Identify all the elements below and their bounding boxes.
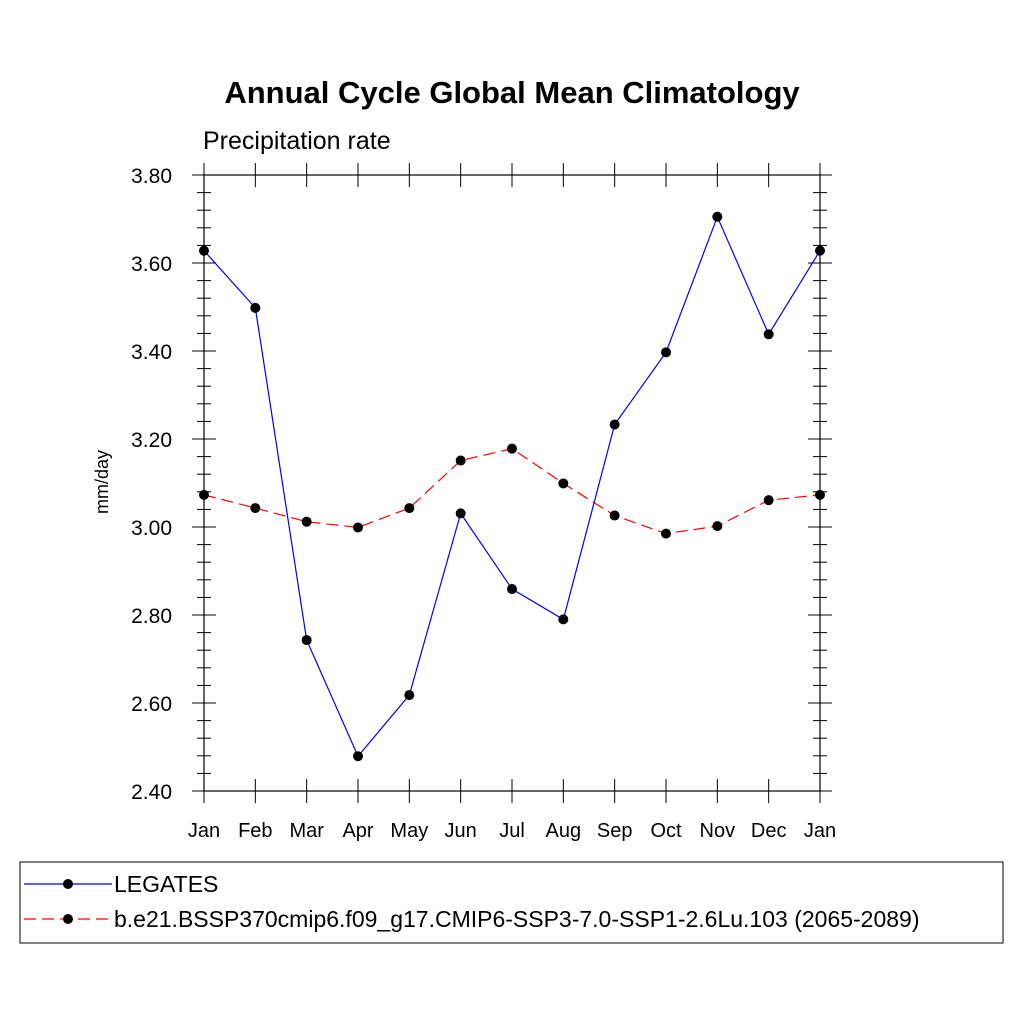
x-tick-label: Feb <box>238 820 272 842</box>
series-layer <box>199 211 825 762</box>
data-point <box>404 503 415 514</box>
data-point <box>353 751 363 762</box>
x-tick-label: Jan <box>188 820 220 842</box>
x-tick-label: Sep <box>597 820 633 842</box>
legend-label: LEGATES <box>114 871 218 897</box>
axis-ticks: Jan Feb Mar Apr May Jun Jul Aug Sep Oct Nov Dec Jan 2… <box>131 163 836 842</box>
data-point <box>661 347 671 358</box>
data-point <box>250 503 261 514</box>
x-tick-label: Apr <box>342 820 373 842</box>
x-tick-label: Jan <box>804 820 836 842</box>
y-tick-label: 2.60 <box>131 693 172 716</box>
series-line <box>203 448 821 535</box>
data-point <box>250 302 261 313</box>
x-tick-label: Oct <box>650 820 682 842</box>
data-point <box>712 211 723 222</box>
data-point <box>353 522 363 533</box>
data-point <box>455 455 466 466</box>
data-point <box>712 521 723 532</box>
data-point <box>558 478 569 489</box>
data-point <box>301 516 312 527</box>
data-point <box>507 584 517 595</box>
y-tick-label: 3.40 <box>131 341 172 364</box>
legend-label: b.e21.BSSP370cmip6.f09_g17.CMIP6-SSP3-7.… <box>114 906 920 932</box>
data-point <box>301 635 312 646</box>
data-point <box>199 489 209 500</box>
legend-box <box>19 861 1004 944</box>
x-tick-label: Aug <box>546 820 582 842</box>
data-point <box>815 489 825 500</box>
y-tick-label: 2.40 <box>131 781 172 804</box>
legend-marker <box>63 914 73 924</box>
data-point <box>763 329 774 340</box>
data-point <box>815 245 825 256</box>
plot-frame <box>203 174 821 792</box>
y-tick-label: 3.00 <box>131 517 172 540</box>
legend-marker <box>63 879 73 889</box>
series-line <box>203 215 821 758</box>
data-point <box>763 495 774 506</box>
y-tick-label: 3.60 <box>131 253 172 276</box>
legend: LEGATES b.e21.BSSP370cmip6.f09_g17.CMIP6-… <box>19 861 1004 944</box>
x-tick-label: Mar <box>289 820 324 842</box>
x-tick-label: May <box>390 820 428 842</box>
x-tick-label: Dec <box>751 820 787 842</box>
chart-subtitle: Precipitation rate <box>203 127 391 155</box>
data-point <box>558 614 569 625</box>
data-point <box>199 245 209 256</box>
y-tick-label: 3.20 <box>131 429 172 452</box>
data-point <box>661 528 671 539</box>
data-point <box>609 419 620 430</box>
x-tick-label: Nov <box>700 820 736 842</box>
data-point <box>404 690 415 701</box>
chart-title: Annual Cycle Global Mean Climatology <box>224 75 800 110</box>
data-point <box>507 443 517 454</box>
data-point <box>609 510 620 521</box>
y-tick-label: 2.80 <box>131 605 172 628</box>
y-axis-label: mm/day <box>92 450 112 514</box>
data-point <box>455 508 466 519</box>
x-tick-label: Jun <box>445 820 477 842</box>
y-tick-label: 3.80 <box>131 165 172 188</box>
x-tick-label: Jul <box>499 820 525 842</box>
